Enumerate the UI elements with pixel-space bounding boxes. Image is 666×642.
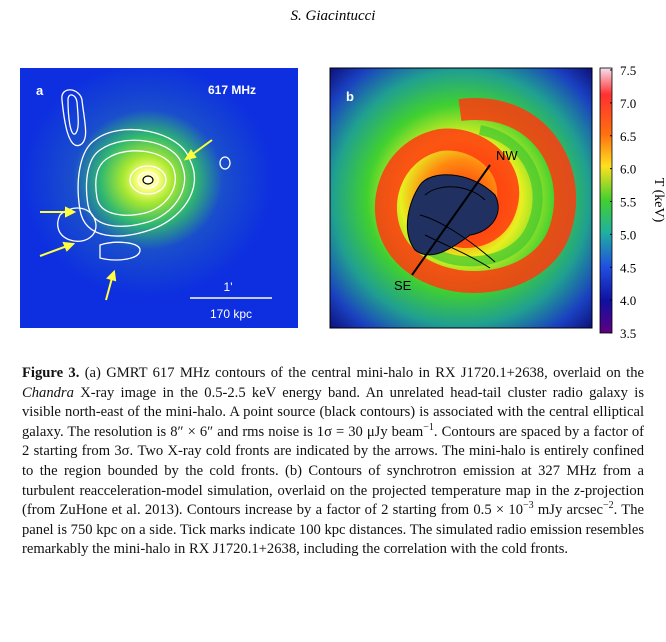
colorbar-tick-label: 3.5 xyxy=(620,326,636,341)
colorbar-tick-label: 4.5 xyxy=(620,260,636,275)
figure: a 617 MHz 1' 170 kpc b NW SE 7.5 7.0 6.5 6.… xyxy=(20,63,666,341)
panel-a: a 617 MHz 1' 170 kpc xyxy=(20,68,298,328)
caption-text: −2 xyxy=(602,500,614,512)
caption: Figure 3. (a) GMRT 617 MHz contours of t… xyxy=(22,364,644,560)
caption-text: mJy arcsec xyxy=(533,502,603,519)
caption-text: z xyxy=(574,482,580,499)
colorbar-tick-label: 4.0 xyxy=(620,293,636,308)
panel-label: a xyxy=(36,83,44,98)
panel-b xyxy=(330,68,592,328)
caption-text: . The panel is 750 kpc on a side. Tick m… xyxy=(22,502,644,558)
colorbar-tick-label: 5.5 xyxy=(620,195,636,210)
colorbar-tick-label: 5.0 xyxy=(620,227,636,242)
caption-text: −3 xyxy=(523,500,534,512)
caption-text: . Contours are spaced by a factor of 2 s… xyxy=(22,423,644,499)
scale-length: 170 kpc xyxy=(210,307,252,321)
colorbar xyxy=(599,67,613,334)
running-header: S. Giacintucci xyxy=(290,8,376,24)
colorbar-tick-label: 6.0 xyxy=(620,162,636,177)
colorbar-tick-label: 6.5 xyxy=(620,129,636,144)
caption-text: Chandra xyxy=(22,384,74,401)
direction-label: NW xyxy=(496,148,518,163)
caption-label: Figure 3. xyxy=(22,365,80,381)
colorbar-title: T (keV) xyxy=(651,178,666,223)
caption-text: -projection (from ZuHone et al. 2013). C… xyxy=(22,482,644,519)
colorbar-tick-label: 7.0 xyxy=(620,96,636,111)
caption-text: X-ray image in the 0.5-2.5 keV energy ba… xyxy=(22,384,644,440)
caption-text: (a) GMRT 617 MHz contours of the central… xyxy=(79,365,644,381)
panel-label: b xyxy=(346,89,354,104)
scale-angle: 1' xyxy=(224,280,233,294)
caption-text: −1 xyxy=(423,421,434,433)
colorbar-tick-label: 7.5 xyxy=(620,63,636,78)
direction-label: SE xyxy=(394,278,412,293)
frequency-label: 617 MHz xyxy=(208,83,256,97)
